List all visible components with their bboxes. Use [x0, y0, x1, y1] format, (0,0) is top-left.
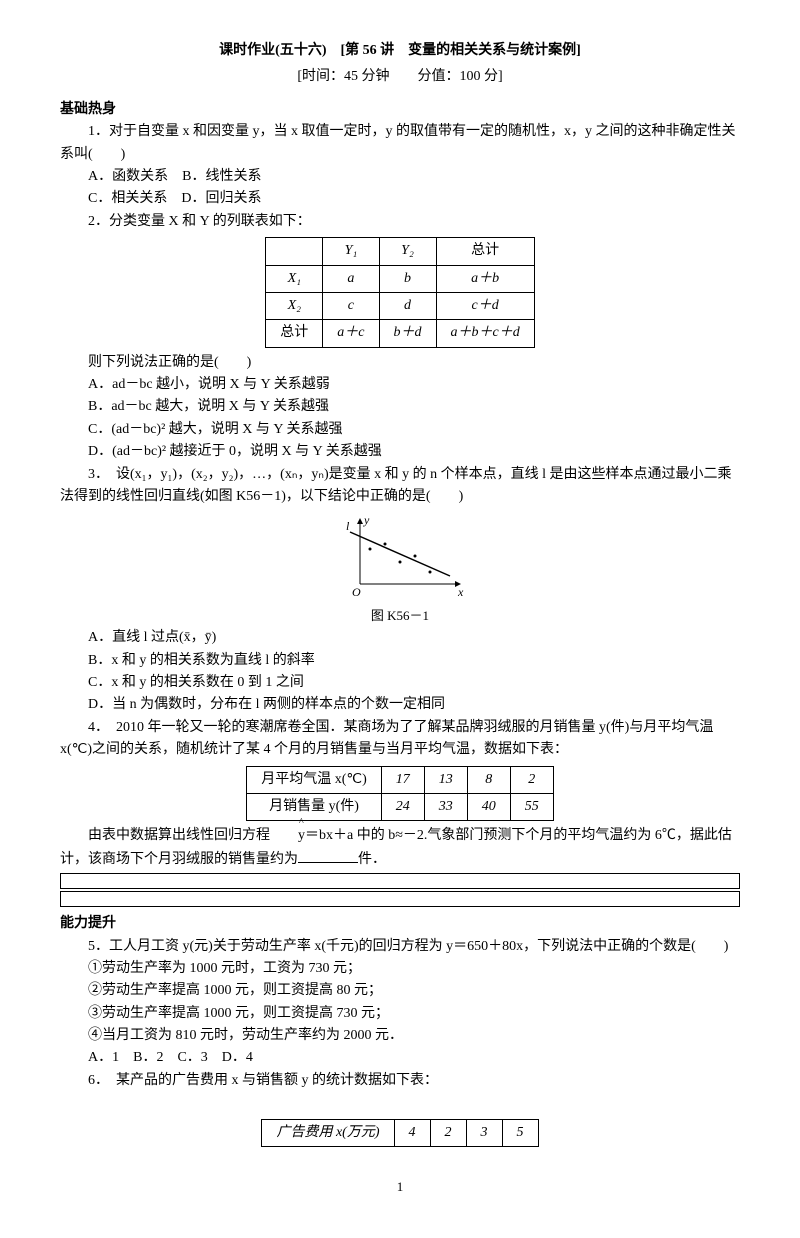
q2-c21: c: [323, 292, 379, 319]
section1-label: 基础热身: [60, 102, 116, 117]
section-basics: 基础热身: [60, 99, 740, 121]
q6-c1: 4: [394, 1119, 430, 1146]
q6-table: 广告费用 x(万元) 4 2 3 5: [261, 1119, 538, 1147]
fig-x-label: x: [457, 585, 464, 599]
divider-box-1: [60, 873, 740, 889]
q2-c03: 总计: [436, 238, 534, 265]
q3-B: B．x 和 y 的相关系数为直线 l 的斜率: [60, 650, 740, 672]
q6-c4: 5: [502, 1119, 538, 1146]
q4-h0: 月平均气温 x(℃): [247, 766, 382, 793]
fig-y-label: y: [363, 514, 370, 527]
q4-text: 4． 2010 年一轮又一轮的寒潮席卷全国．某商场为了了解某品牌羽绒服的月销售量…: [60, 717, 740, 762]
q3-fig-caption: 图 K56－1: [60, 606, 740, 627]
q4-d4: 55: [510, 793, 553, 820]
q2-c02: Y₂: [379, 238, 436, 265]
q2-c11: a: [323, 265, 379, 292]
section-advanced: 能力提升: [60, 913, 740, 935]
q2-D: D．(ad－bc)² 越接近于 0，说明 X 与 Y 关系越强: [60, 441, 740, 463]
q4-h3: 8: [467, 766, 510, 793]
q4-text2: 由表中数据算出线性回归方程y＝bx＋a 中的 b≈－2.气象部门预测下个月的平均…: [60, 825, 740, 871]
q2-c32: b＋d: [379, 320, 436, 347]
q5-s2: ②劳动生产率提高 1000 元，则工资提高 80 元；: [60, 980, 740, 1002]
fig-l-label: l: [346, 519, 350, 533]
q2-c12: b: [379, 265, 436, 292]
q4-t2a: 由表中数据算出线性回归方程: [88, 828, 270, 843]
q2-c33: a＋b＋c＋d: [436, 320, 534, 347]
q2-table: Y₁ Y₂ 总计 X₁ a b a＋b X₂ c d c＋d 总计 a＋c b＋…: [265, 237, 534, 348]
q5-s1: ①劳动生产率为 1000 元时，工资为 730 元；: [60, 958, 740, 980]
q3-C: C．x 和 y 的相关系数在 0 到 1 之间: [60, 672, 740, 694]
q5-opts: A．1 B．2 C．3 D．4: [60, 1047, 740, 1069]
page-number: 1: [60, 1177, 740, 1198]
q2-c22: d: [379, 292, 436, 319]
q2-c23: c＋d: [436, 292, 534, 319]
q4-table: 月平均气温 x(℃) 17 13 8 2 月销售量 y(件) 24 33 40 …: [246, 766, 554, 822]
q2-c13: a＋b: [436, 265, 534, 292]
q3-A: A．直线 l 过点(x̄，ȳ): [60, 627, 740, 649]
q4-d1: 24: [381, 793, 424, 820]
q4-d3: 40: [467, 793, 510, 820]
section2-label: 能力提升: [60, 916, 116, 931]
q4-t2c: 件．: [358, 852, 386, 867]
q4-d0: 月销售量 y(件): [247, 793, 382, 820]
q6-c3: 3: [466, 1119, 502, 1146]
q4-d2: 33: [424, 793, 467, 820]
q4-h4: 2: [510, 766, 553, 793]
q5-text: 5．工人月工资 y(元)关于劳动生产率 x(千元)的回归方程为 y＝650＋80…: [60, 936, 740, 958]
q2-text: 2．分类变量 X 和 Y 的列联表如下：: [60, 211, 740, 233]
q3-D: D．当 n 为偶数时，分布在 l 两侧的样本点的个数一定相同: [60, 694, 740, 716]
q4-blank: [298, 848, 358, 863]
q5-s3: ③劳动生产率提高 1000 元，则工资提高 730 元；: [60, 1003, 740, 1025]
page-title: 课时作业(五十六) [第 56 讲 变量的相关关系与统计案例]: [60, 40, 740, 62]
q2-c31: a＋c: [323, 320, 379, 347]
q2-B: B．ad－bc 越大，说明 X 与 Y 关系越强: [60, 396, 740, 418]
q2-c30: 总计: [266, 320, 323, 347]
q2-C: C．(ad－bc)² 越大，说明 X 与 Y 关系越强: [60, 419, 740, 441]
q4-h2: 13: [424, 766, 467, 793]
q2-A: A．ad－bc 越小，说明 X 与 Y 关系越弱: [60, 374, 740, 396]
divider-box-2: [60, 891, 740, 907]
q1-optCD: C．相关关系 D．回归关系: [60, 188, 740, 210]
q3-figure: l y x O: [60, 514, 740, 604]
q2-c10: X₁: [266, 265, 323, 292]
q3-text: 3． 设(x₁，y₁)，(x₂，y₂)，…，(xₙ，yₙ)是变量 x 和 y 的…: [60, 464, 740, 509]
q6-c2: 2: [430, 1119, 466, 1146]
q6-c0: 广告费用 x(万元): [262, 1119, 394, 1146]
q2-lead: 则下列说法正确的是( ): [60, 352, 740, 374]
fig-o-label: O: [352, 585, 361, 599]
q1-text: 1．对于自变量 x 和因变量 y，当 x 取值一定时，y 的取值带有一定的随机性…: [60, 121, 740, 166]
q2-c00: [266, 238, 323, 265]
y-hat-icon: y: [270, 825, 305, 847]
q2-c20: X₂: [266, 292, 323, 319]
page-subtitle: [时间：45 分钟 分值：100 分]: [60, 66, 740, 88]
q4-h1: 17: [381, 766, 424, 793]
regression-line-diagram: l y x O: [330, 514, 470, 604]
q5-s4: ④当月工资为 810 元时，劳动生产率约为 2000 元．: [60, 1025, 740, 1047]
q2-c01: Y₁: [323, 238, 379, 265]
q1-optAB: A．函数关系 B．线性关系: [60, 166, 740, 188]
q6-text: 6． 某产品的广告费用 x 与销售额 y 的统计数据如下表：: [60, 1070, 740, 1092]
